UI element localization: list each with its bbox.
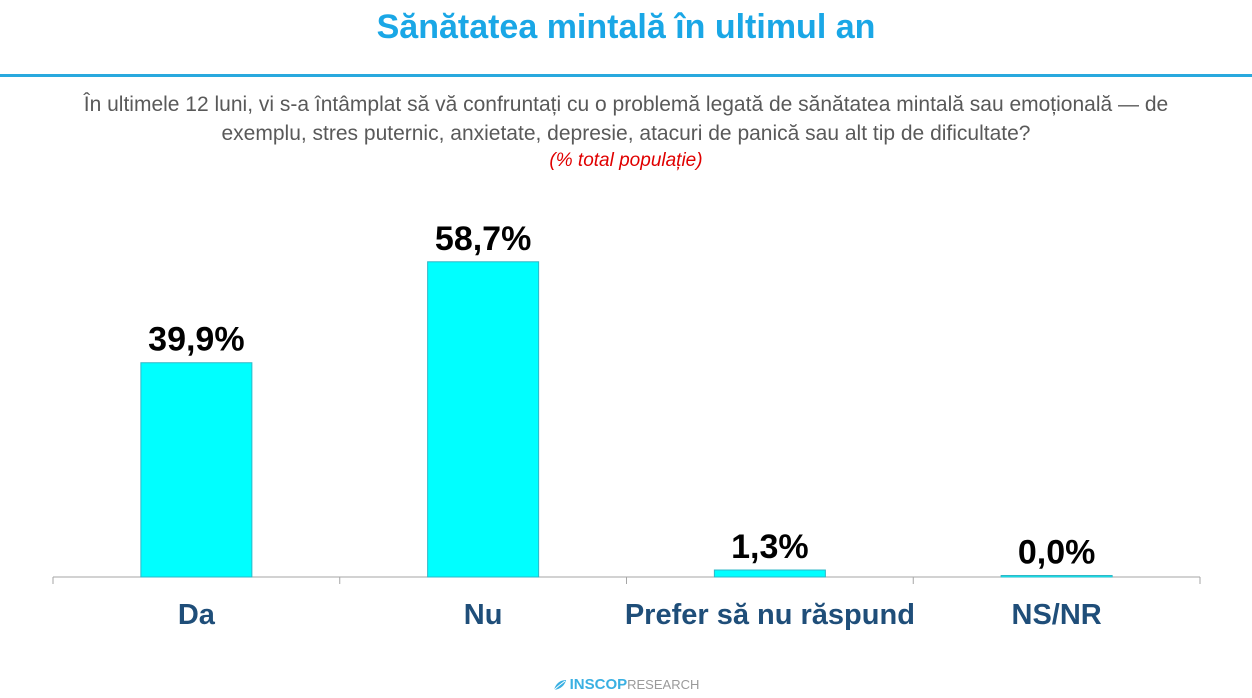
bar-3 bbox=[1000, 575, 1113, 578]
logo-brand: INSCOP bbox=[569, 676, 628, 693]
bar-0 bbox=[140, 362, 253, 578]
category-label: Nu bbox=[464, 599, 503, 631]
bar-1 bbox=[427, 261, 540, 578]
data-label: 0,0% bbox=[1018, 534, 1096, 572]
category-label: Prefer să nu răspund bbox=[625, 599, 915, 631]
page-title: Sănătatea mintală în ultimul an bbox=[376, 8, 876, 46]
data-label: 39,9% bbox=[148, 321, 244, 359]
unit-note: (% total populație) bbox=[549, 150, 703, 171]
category-label: NS/NR bbox=[1012, 599, 1102, 631]
category-label: Da bbox=[178, 599, 216, 631]
data-label: 58,7% bbox=[435, 220, 531, 258]
survey-question: În ultimele 12 luni, vi s-a întâmplat să… bbox=[83, 93, 1169, 145]
logo-suffix: RESEARCH bbox=[627, 677, 700, 692]
inscop-leaf-icon bbox=[553, 680, 566, 691]
footer-logo: INSCOPRESEARCH bbox=[0, 676, 1252, 694]
data-label: 1,3% bbox=[731, 528, 809, 566]
bar-2 bbox=[713, 569, 826, 578]
title-divider bbox=[0, 74, 1252, 77]
